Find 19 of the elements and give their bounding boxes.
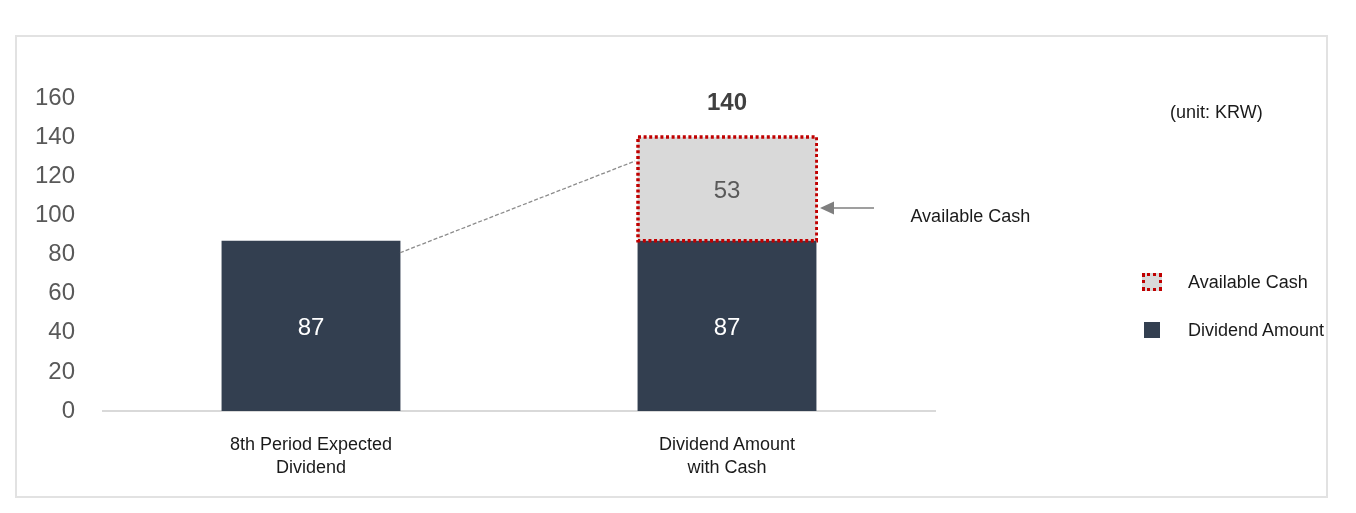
y-tick-label: 160	[34, 82, 75, 110]
text: (unit: KRW)	[1170, 101, 1263, 123]
y-tick-label: 140	[34, 121, 75, 149]
y-tick-label: 100	[34, 200, 75, 227]
y-tick-label: 60	[48, 278, 75, 306]
y-tick-label: 20	[48, 356, 75, 384]
y-tick-label: 0	[61, 395, 75, 423]
y-tick-label: 120	[34, 160, 75, 188]
y-tick-label: 40	[48, 317, 75, 345]
data-label: 87	[713, 312, 741, 340]
y-tick-label: 80	[48, 239, 75, 267]
x-tick-label: 8th Period Expected Dividend	[229, 433, 393, 478]
data-label: 87	[297, 312, 325, 340]
total-label: 140	[706, 87, 748, 115]
data-label: 53	[713, 175, 741, 203]
legend-label: Dividend Amount	[1188, 319, 1325, 341]
annotation: Available Cash	[910, 204, 1031, 227]
x-tick-label: Dividend Amount with Cash	[658, 433, 796, 478]
legend-label: Available Cash	[1188, 271, 1308, 293]
